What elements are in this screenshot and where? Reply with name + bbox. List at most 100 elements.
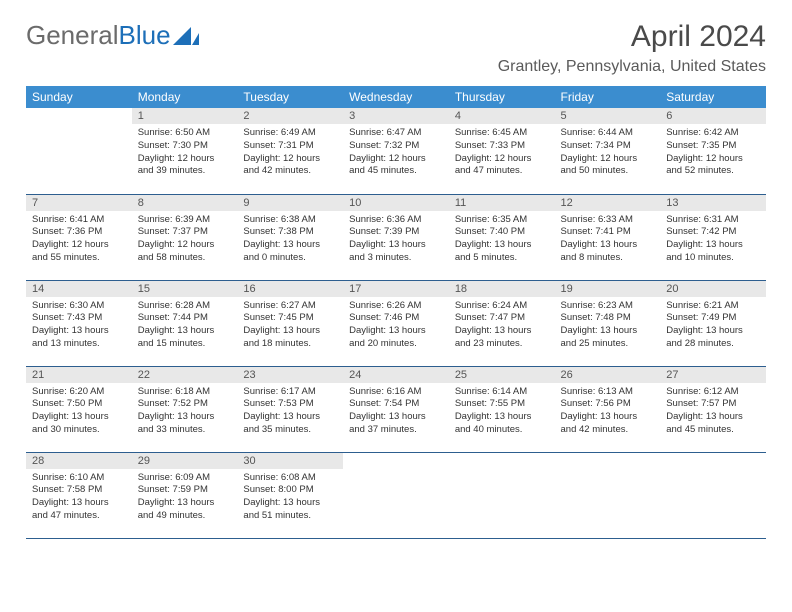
- day-info-line: and 20 minutes.: [349, 338, 443, 351]
- day-info-line: and 55 minutes.: [32, 252, 126, 265]
- day-body: Sunrise: 6:50 AMSunset: 7:30 PMDaylight:…: [132, 124, 238, 182]
- calendar-day-cell: 26Sunrise: 6:13 AMSunset: 7:56 PMDayligh…: [555, 366, 661, 452]
- day-info-line: and 25 minutes.: [561, 338, 655, 351]
- calendar-body: .1Sunrise: 6:50 AMSunset: 7:30 PMDayligh…: [26, 108, 766, 538]
- day-info-line: and 35 minutes.: [243, 424, 337, 437]
- day-info-line: and 15 minutes.: [138, 338, 232, 351]
- month-title: April 2024: [498, 20, 766, 54]
- day-info-line: Daylight: 12 hours: [349, 153, 443, 166]
- day-info-line: and 3 minutes.: [349, 252, 443, 265]
- day-info-line: Sunset: 7:39 PM: [349, 226, 443, 239]
- day-number: 24: [343, 367, 449, 383]
- day-info-line: Daylight: 13 hours: [32, 497, 126, 510]
- day-info-line: Sunset: 7:49 PM: [666, 312, 760, 325]
- day-body: Sunrise: 6:26 AMSunset: 7:46 PMDaylight:…: [343, 297, 449, 355]
- calendar-day-cell: 30Sunrise: 6:08 AMSunset: 8:00 PMDayligh…: [237, 452, 343, 538]
- day-info-line: Sunset: 7:56 PM: [561, 398, 655, 411]
- calendar-day-cell: 2Sunrise: 6:49 AMSunset: 7:31 PMDaylight…: [237, 108, 343, 194]
- day-info-line: Sunset: 7:44 PM: [138, 312, 232, 325]
- day-info-line: Sunrise: 6:16 AM: [349, 386, 443, 399]
- day-body: Sunrise: 6:24 AMSunset: 7:47 PMDaylight:…: [449, 297, 555, 355]
- day-info-line: Sunrise: 6:23 AM: [561, 300, 655, 313]
- weekday-header: Thursday: [449, 86, 555, 108]
- day-body: Sunrise: 6:28 AMSunset: 7:44 PMDaylight:…: [132, 297, 238, 355]
- day-body: Sunrise: 6:31 AMSunset: 7:42 PMDaylight:…: [660, 211, 766, 269]
- day-info-line: Sunrise: 6:27 AM: [243, 300, 337, 313]
- day-info-line: and 8 minutes.: [561, 252, 655, 265]
- day-info-line: and 58 minutes.: [138, 252, 232, 265]
- day-info-line: Sunset: 7:43 PM: [32, 312, 126, 325]
- logo: GeneralBlue: [26, 20, 199, 51]
- day-info-line: Sunset: 7:38 PM: [243, 226, 337, 239]
- day-body: Sunrise: 6:09 AMSunset: 7:59 PMDaylight:…: [132, 469, 238, 527]
- day-info-line: Sunrise: 6:12 AM: [666, 386, 760, 399]
- day-info-line: and 40 minutes.: [455, 424, 549, 437]
- day-info-line: and 42 minutes.: [243, 165, 337, 178]
- weekday-header: Saturday: [660, 86, 766, 108]
- day-info-line: Sunset: 8:00 PM: [243, 484, 337, 497]
- day-number: 14: [26, 281, 132, 297]
- day-info-line: Sunrise: 6:09 AM: [138, 472, 232, 485]
- day-number: 16: [237, 281, 343, 297]
- day-info-line: Daylight: 13 hours: [349, 411, 443, 424]
- day-number: 4: [449, 108, 555, 124]
- day-info-line: Sunset: 7:50 PM: [32, 398, 126, 411]
- day-info-line: Sunset: 7:47 PM: [455, 312, 549, 325]
- calendar-day-cell: .: [660, 452, 766, 538]
- day-info-line: and 45 minutes.: [666, 424, 760, 437]
- day-info-line: Sunrise: 6:50 AM: [138, 127, 232, 140]
- day-info-line: Daylight: 13 hours: [243, 325, 337, 338]
- day-body: Sunrise: 6:39 AMSunset: 7:37 PMDaylight:…: [132, 211, 238, 269]
- weekday-header: Monday: [132, 86, 238, 108]
- day-number: 17: [343, 281, 449, 297]
- day-info-line: Daylight: 13 hours: [666, 411, 760, 424]
- day-body: Sunrise: 6:10 AMSunset: 7:58 PMDaylight:…: [26, 469, 132, 527]
- day-number: 28: [26, 453, 132, 469]
- day-info-line: Sunrise: 6:21 AM: [666, 300, 760, 313]
- calendar-day-cell: 10Sunrise: 6:36 AMSunset: 7:39 PMDayligh…: [343, 194, 449, 280]
- day-number: 5: [555, 108, 661, 124]
- day-number: 2: [237, 108, 343, 124]
- day-info-line: and 5 minutes.: [455, 252, 549, 265]
- day-body: Sunrise: 6:42 AMSunset: 7:35 PMDaylight:…: [660, 124, 766, 182]
- logo-text-general: General: [26, 20, 119, 51]
- calendar-day-cell: 11Sunrise: 6:35 AMSunset: 7:40 PMDayligh…: [449, 194, 555, 280]
- day-number: 29: [132, 453, 238, 469]
- calendar-day-cell: .: [26, 108, 132, 194]
- day-info-line: and 39 minutes.: [138, 165, 232, 178]
- day-info-line: Sunrise: 6:10 AM: [32, 472, 126, 485]
- day-number: 9: [237, 195, 343, 211]
- day-info-line: and 33 minutes.: [138, 424, 232, 437]
- day-number: 27: [660, 367, 766, 383]
- day-number: 11: [449, 195, 555, 211]
- day-info-line: and 13 minutes.: [32, 338, 126, 351]
- calendar-day-cell: 1Sunrise: 6:50 AMSunset: 7:30 PMDaylight…: [132, 108, 238, 194]
- day-info-line: Sunrise: 6:47 AM: [349, 127, 443, 140]
- weekday-header: Wednesday: [343, 86, 449, 108]
- day-info-line: and 0 minutes.: [243, 252, 337, 265]
- calendar-day-cell: .: [555, 452, 661, 538]
- day-info-line: and 28 minutes.: [666, 338, 760, 351]
- day-info-line: Sunset: 7:36 PM: [32, 226, 126, 239]
- day-number: 3: [343, 108, 449, 124]
- day-info-line: Sunset: 7:35 PM: [666, 140, 760, 153]
- day-info-line: Daylight: 13 hours: [349, 325, 443, 338]
- calendar-day-cell: 21Sunrise: 6:20 AMSunset: 7:50 PMDayligh…: [26, 366, 132, 452]
- calendar-day-cell: .: [449, 452, 555, 538]
- day-info-line: Sunrise: 6:17 AM: [243, 386, 337, 399]
- header: GeneralBlue April 2024 Grantley, Pennsyl…: [26, 20, 766, 76]
- day-info-line: Sunset: 7:52 PM: [138, 398, 232, 411]
- calendar-day-cell: 24Sunrise: 6:16 AMSunset: 7:54 PMDayligh…: [343, 366, 449, 452]
- day-info-line: Daylight: 12 hours: [138, 239, 232, 252]
- day-number: 30: [237, 453, 343, 469]
- day-info-line: Daylight: 12 hours: [32, 239, 126, 252]
- day-info-line: and 49 minutes.: [138, 510, 232, 523]
- day-body: Sunrise: 6:30 AMSunset: 7:43 PMDaylight:…: [26, 297, 132, 355]
- calendar-week-row: 28Sunrise: 6:10 AMSunset: 7:58 PMDayligh…: [26, 452, 766, 538]
- title-block: April 2024 Grantley, Pennsylvania, Unite…: [498, 20, 766, 76]
- calendar-day-cell: 7Sunrise: 6:41 AMSunset: 7:36 PMDaylight…: [26, 194, 132, 280]
- day-info-line: and 42 minutes.: [561, 424, 655, 437]
- day-info-line: Sunset: 7:46 PM: [349, 312, 443, 325]
- day-info-line: Daylight: 13 hours: [666, 239, 760, 252]
- calendar-day-cell: 23Sunrise: 6:17 AMSunset: 7:53 PMDayligh…: [237, 366, 343, 452]
